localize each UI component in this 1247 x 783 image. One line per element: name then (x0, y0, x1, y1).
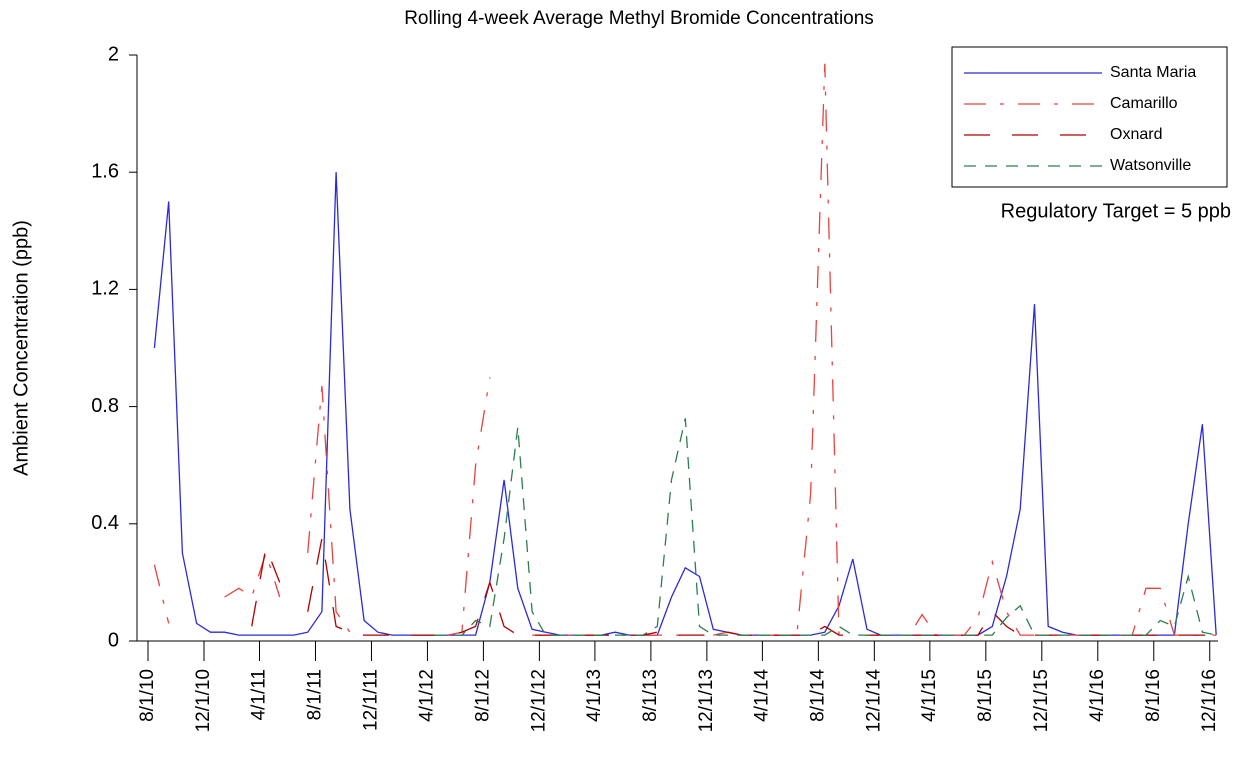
y-tick-label: 0.8 (91, 395, 119, 417)
legend-label: Camarillo (1110, 95, 1178, 112)
x-tick-label: 12/1/15 (1031, 669, 1052, 732)
x-tick-label: 8/1/14 (807, 669, 828, 722)
y-tick-label: 2 (108, 43, 119, 65)
x-tick-label: 8/1/15 (975, 669, 996, 722)
legend-label: Watsonville (1110, 157, 1191, 174)
series-line (153, 63, 1217, 636)
legend-box (951, 46, 1228, 188)
x-tick-label: 8/1/10 (137, 669, 158, 722)
chart-title: Rolling 4-week Average Methyl Bromide Co… (404, 8, 874, 29)
series-line (251, 538, 1217, 636)
x-tick-label: 4/1/14 (751, 669, 772, 722)
x-tick-label: 12/1/14 (863, 669, 884, 733)
y-tick-label: 0 (108, 629, 119, 651)
x-tick-label: 4/1/15 (919, 669, 940, 722)
y-tick-label: 0.4 (91, 512, 119, 534)
x-tick-label: 4/1/16 (1087, 669, 1108, 722)
x-tick-label: 12/1/13 (696, 669, 717, 732)
annotation: Regulatory Target = 5 ppb (1001, 200, 1231, 222)
x-tick-label: 8/1/16 (1143, 669, 1164, 722)
x-tick-label: 8/1/12 (472, 669, 493, 722)
y-axis-label: Ambient Concentration (ppb) (10, 220, 32, 476)
x-tick-label: 12/1/12 (528, 669, 549, 732)
legend-label: Santa Maria (1110, 64, 1196, 81)
legend-label: Oxnard (1110, 126, 1162, 143)
x-tick-label: 8/1/13 (640, 669, 661, 722)
y-tick-label: 1.6 (91, 160, 119, 182)
x-tick-label: 12/1/10 (193, 669, 214, 732)
x-tick-label: 4/1/12 (416, 669, 437, 722)
series-line (153, 172, 1217, 636)
series-line (433, 418, 1217, 636)
x-tick-label: 12/1/16 (1199, 669, 1220, 732)
x-tick-label: 4/1/13 (584, 669, 605, 722)
x-tick-label: 8/1/11 (304, 669, 325, 720)
x-tick-label: 4/1/11 (249, 669, 270, 720)
x-tick-label: 12/1/11 (360, 669, 381, 731)
y-tick-label: 1.2 (91, 278, 119, 300)
